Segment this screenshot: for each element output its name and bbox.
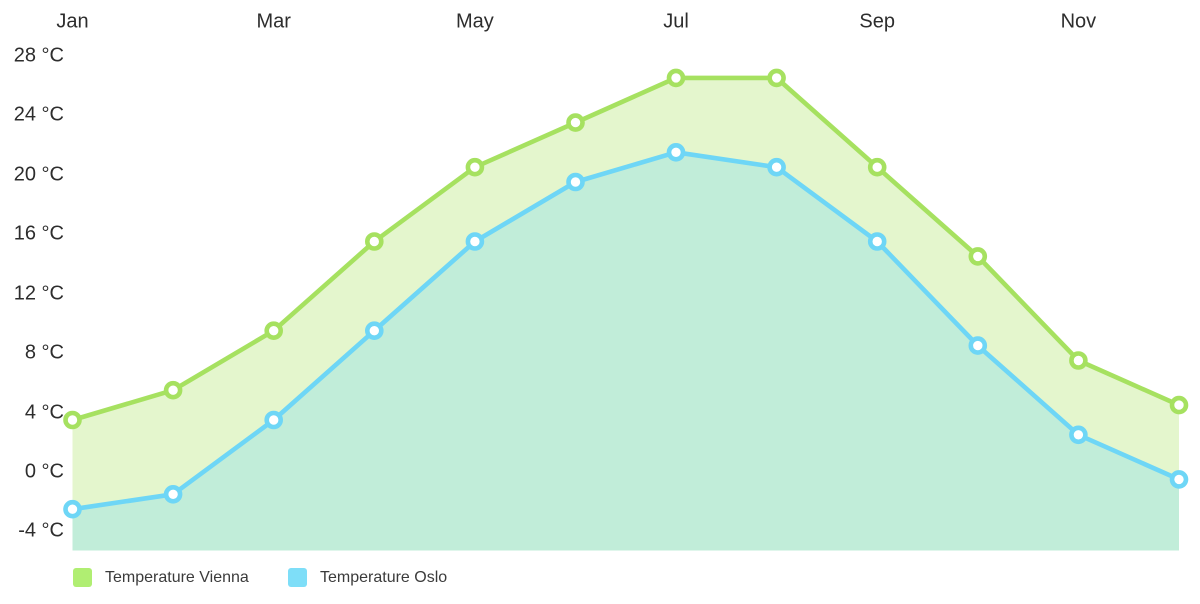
legend-label-oslo: Temperature Oslo bbox=[320, 569, 448, 586]
temperature-vienna-point-jun[interactable] bbox=[566, 113, 585, 132]
temperature-oslo-point-sep[interactable] bbox=[867, 232, 887, 251]
x-tick-label-may: May bbox=[455, 10, 494, 33]
x-tick-label-nov: Nov bbox=[1060, 10, 1097, 33]
oslo-swatch-icon bbox=[288, 568, 307, 587]
y-tick-label-24: 24 °C bbox=[13, 103, 64, 126]
temperature-oslo-area bbox=[72, 152, 1179, 551]
temperature-vienna-point-sep[interactable] bbox=[867, 157, 887, 177]
temperature-oslo-line bbox=[70, 150, 1182, 512]
temperature-oslo-point-dec[interactable] bbox=[1169, 470, 1189, 489]
x-tick-label-mar: Mar bbox=[256, 10, 291, 33]
y-tick-label-4: 4 °C bbox=[24, 401, 64, 424]
temperature-oslo-point-jun[interactable] bbox=[566, 172, 585, 192]
temperature-vienna-point-apr[interactable] bbox=[364, 232, 384, 251]
temperature-oslo-point-mar[interactable] bbox=[264, 410, 284, 430]
legend-label-vienna: Temperature Vienna bbox=[105, 569, 249, 586]
temperature-vienna-point-oct[interactable] bbox=[968, 247, 988, 266]
temperature-vienna-point-jul[interactable] bbox=[666, 68, 686, 88]
temperature-oslo-point-oct[interactable] bbox=[968, 336, 988, 355]
temperature-oslo-point-jul[interactable] bbox=[666, 143, 686, 162]
temperature-vienna-point-mar[interactable] bbox=[264, 321, 284, 341]
temperature-vienna-point-aug[interactable] bbox=[767, 68, 786, 88]
y-tick-label-12: 12 °C bbox=[13, 282, 64, 305]
temperature-vienna-point-nov[interactable] bbox=[1069, 351, 1088, 370]
vienna-swatch-icon bbox=[73, 568, 92, 587]
y-tick-label-16: 16 °C bbox=[13, 222, 64, 245]
temperature-vienna-area bbox=[72, 77, 1179, 551]
x-tick-label-sep: Sep bbox=[859, 10, 896, 33]
temperature-vienna-point-dec[interactable] bbox=[1169, 395, 1189, 415]
x-tick-label-jan: Jan bbox=[56, 10, 89, 33]
y-tick-label--4: -4 °C bbox=[18, 519, 64, 542]
y-tick-label-8: 8 °C bbox=[24, 341, 64, 364]
legend-item-vienna[interactable]: Temperature Vienna bbox=[73, 568, 249, 587]
temperature-oslo-point-may[interactable] bbox=[465, 232, 485, 251]
temperature-vienna-point-jan[interactable] bbox=[63, 410, 82, 430]
temperature-vienna-point-feb[interactable] bbox=[163, 380, 183, 400]
temperature-oslo-point-aug[interactable] bbox=[767, 157, 786, 177]
y-tick-label-20: 20 °C bbox=[13, 163, 64, 186]
temperature-oslo-point-jan[interactable] bbox=[63, 499, 82, 519]
y-tick-label-0: 0 °C bbox=[24, 460, 64, 483]
temperature-oslo-point-feb[interactable] bbox=[163, 484, 183, 504]
y-tick-label-28: 28 °C bbox=[13, 44, 64, 67]
x-tick-label-jul: Jul bbox=[663, 10, 689, 33]
temperature-vienna-line bbox=[70, 75, 1182, 423]
temperature-oslo-point-apr[interactable] bbox=[364, 321, 384, 341]
temperature-vienna-point-may[interactable] bbox=[465, 157, 485, 177]
temperature-oslo-point-nov[interactable] bbox=[1069, 425, 1088, 445]
legend-item-oslo[interactable]: Temperature Oslo bbox=[288, 568, 447, 587]
